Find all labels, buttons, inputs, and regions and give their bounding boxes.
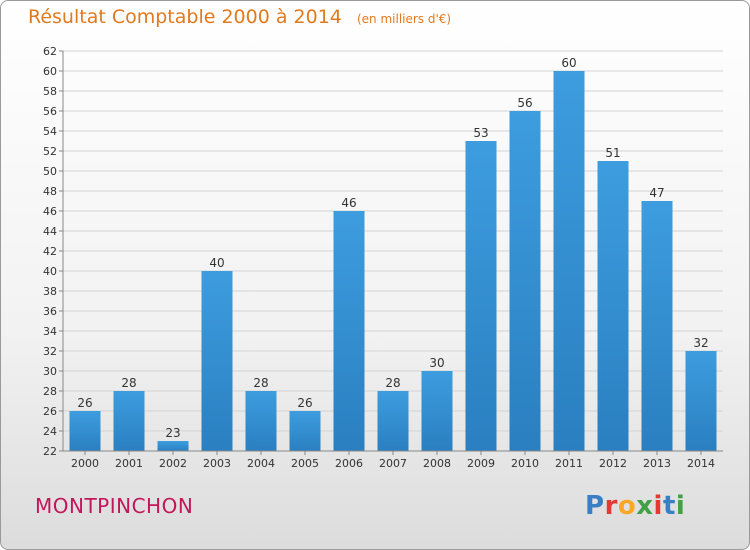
y-tick-label: 56 (43, 105, 57, 118)
y-tick-label: 54 (43, 125, 57, 138)
value-label-2006: 46 (341, 196, 356, 210)
value-label-2000: 26 (77, 396, 92, 410)
bar-2001 (113, 391, 145, 451)
bar-2014 (685, 351, 717, 451)
y-tick-label: 40 (43, 265, 57, 278)
logo-letter: i (653, 491, 663, 521)
x-tick-label-2011: 2011 (555, 457, 583, 470)
proxiti-logo: Proxiti (585, 491, 685, 521)
bar-2000 (69, 411, 101, 451)
x-tick-label-2009: 2009 (467, 457, 495, 470)
y-tick-label: 50 (43, 165, 57, 178)
y-tick-label: 60 (43, 65, 57, 78)
y-tick-label: 58 (43, 85, 57, 98)
y-tick-label: 44 (43, 225, 57, 238)
y-tick-label: 36 (43, 305, 57, 318)
y-tick-label: 46 (43, 205, 57, 218)
logo-letter: t (662, 491, 676, 521)
y-tick-label: 32 (43, 345, 57, 358)
bar-2002 (157, 441, 189, 451)
logo-letter: o (617, 491, 637, 521)
value-label-2012: 51 (605, 146, 620, 160)
y-axis: 22 24 26 28 30 32 34 36 38 40 42 44 46 48 50 52 54 56 58 60… (43, 45, 64, 458)
bar-2008 (421, 371, 453, 451)
x-tick-label-2010: 2010 (511, 457, 539, 470)
value-label-2011: 60 (561, 56, 576, 70)
y-tick-label: 30 (43, 365, 57, 378)
x-tick-label-2012: 2012 (599, 457, 627, 470)
value-label-2008: 30 (429, 356, 444, 370)
bar-2004 (245, 391, 277, 451)
value-label-2013: 47 (649, 186, 664, 200)
logo-letter: r (604, 491, 618, 521)
title-row: Résultat Comptable 2000 à 2014 (en milli… (28, 6, 451, 28)
bar-2003 (201, 271, 233, 451)
value-label-2014: 32 (693, 336, 708, 350)
x-tick-label-2014: 2014 (687, 457, 715, 470)
value-label-2010: 56 (517, 96, 532, 110)
bar-2010 (509, 111, 541, 451)
bars (69, 71, 717, 451)
x-tick-label-2003: 2003 (203, 457, 231, 470)
x-axis: 2000 2001 2002 2003 2004 2005 2006 2007 2008 2009… (63, 450, 723, 470)
x-tick-label-2007: 2007 (379, 457, 407, 470)
logo-letter: x (636, 491, 654, 521)
y-tick-label: 34 (43, 325, 57, 338)
chart-title: Résultat Comptable 2000 à 2014 (28, 6, 342, 28)
bar-2007 (377, 391, 409, 451)
bar-2009 (465, 141, 497, 451)
value-label-2009: 53 (473, 126, 488, 140)
value-label-2002: 23 (165, 426, 180, 440)
y-tick-label: 24 (43, 425, 57, 438)
value-label-2005: 26 (297, 396, 312, 410)
x-tick-label-2004: 2004 (247, 457, 275, 470)
y-tick-label: 26 (43, 405, 57, 418)
x-tick-label-2013: 2013 (643, 457, 671, 470)
logo-letter: P (585, 491, 605, 521)
x-tick-label-2001: 2001 (115, 457, 143, 470)
value-label-2004: 28 (253, 376, 268, 390)
bar-2013 (641, 201, 673, 451)
y-tick-label: 38 (43, 285, 57, 298)
value-label-2007: 28 (385, 376, 400, 390)
chart-subtitle: (en milliers d'€) (356, 12, 452, 26)
value-label-2001: 28 (121, 376, 136, 390)
bar-2012 (597, 161, 629, 451)
y-tick-label: 42 (43, 245, 57, 258)
y-tick-label: 62 (43, 45, 57, 58)
y-tick-label: 22 (43, 445, 57, 458)
y-tick-label: 28 (43, 385, 57, 398)
x-tick-label-2005: 2005 (291, 457, 319, 470)
y-tick-label: 52 (43, 145, 57, 158)
x-tick-label-2006: 2006 (335, 457, 363, 470)
logo-letter: i (675, 491, 686, 521)
bar-2011 (553, 71, 585, 451)
commune-name: MONTPINCHON (35, 494, 194, 518)
x-tick-label-2008: 2008 (423, 457, 451, 470)
y-tick-label: 48 (43, 185, 57, 198)
value-label-2003: 40 (209, 256, 224, 270)
x-tick-label-2002: 2002 (159, 457, 187, 470)
bar-2006 (333, 211, 365, 451)
bar-2005 (289, 411, 321, 451)
x-tick-label-2000: 2000 (71, 457, 99, 470)
value-labels: 26 28 23 40 28 26 46 28 30 53 56 60 51 47 32 (77, 56, 708, 440)
